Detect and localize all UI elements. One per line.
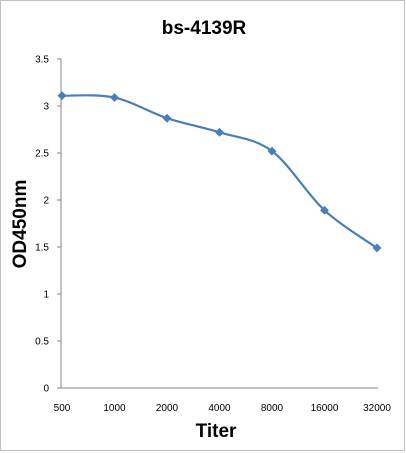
y-tick-label: 3 <box>43 102 49 113</box>
y-tick-label: 2 <box>43 196 49 207</box>
x-tick-label: 4000 <box>208 403 231 414</box>
y-tick-label: 3.5 <box>35 55 49 66</box>
data-point <box>267 146 277 156</box>
x-tick-label: 32000 <box>363 403 391 414</box>
y-tick-label: 2.5 <box>35 149 49 160</box>
y-tick-label: 1 <box>43 290 49 301</box>
y-tick-label: 0.5 <box>35 337 49 348</box>
y-tick-label: 0 <box>43 384 49 395</box>
y-tick-label: 1.5 <box>35 243 49 254</box>
x-axis-title: Titer <box>196 421 237 442</box>
data-point <box>57 91 67 101</box>
data-point <box>162 113 172 123</box>
x-ticks: 500 1000 2000 4000 8000 16000 32000 <box>54 403 392 414</box>
data-point <box>214 127 225 137</box>
data-point <box>372 243 382 253</box>
data-point <box>109 92 120 103</box>
x-tick-label: 8000 <box>261 403 284 414</box>
data-point <box>319 205 330 215</box>
y-ticks: 0 0.5 1 1.5 2 2.5 3 3.5 <box>35 55 61 395</box>
series-group <box>57 91 382 253</box>
series-line <box>61 94 378 249</box>
x-tick-label: 500 <box>54 403 71 414</box>
x-tick-label: 16000 <box>311 403 339 414</box>
x-tick-label: 1000 <box>103 403 126 414</box>
chart-title: bs-4139R <box>162 18 247 39</box>
x-tick-label: 2000 <box>156 403 179 414</box>
y-axis-title: OD450nm <box>10 180 31 269</box>
axes <box>60 59 378 389</box>
